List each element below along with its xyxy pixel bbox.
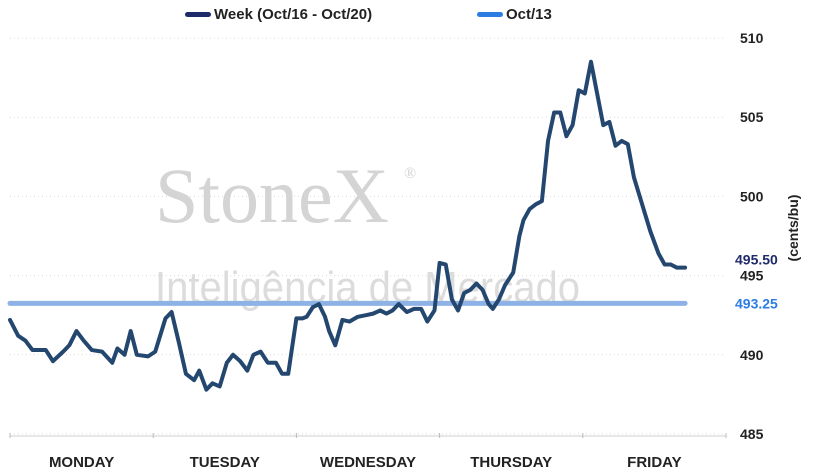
legend-item-oct13: Oct/13 <box>477 6 552 23</box>
end-label-oct13: 493.25 <box>735 295 778 311</box>
legend-label-oct13: Oct/13 <box>506 6 552 23</box>
series-line-week <box>8 59 688 392</box>
y-axis: 485 490 495 500 505 510 <box>740 30 764 442</box>
y-tick-label-485: 485 <box>740 426 764 442</box>
legend-swatch-week <box>185 12 211 17</box>
legend: Week (Oct/16 - Oct/20) Oct/13 <box>0 6 831 28</box>
x-tick-label-wednesday: WEDNESDAY <box>320 454 416 471</box>
y-tick-label-505: 505 <box>740 109 764 125</box>
x-tick-label-thursday: THURSDAY <box>470 454 552 471</box>
y-tick-label-510: 510 <box>740 30 764 46</box>
watermark-brand: StoneX <box>155 152 389 239</box>
end-value-labels: 495.50 493.25 <box>735 252 778 312</box>
y-tick-label-500: 500 <box>740 188 764 204</box>
y-axis-title-text: (cents/bu) <box>785 194 801 262</box>
y-tick-label-495: 495 <box>740 268 764 284</box>
y-tick-label-490: 490 <box>740 347 764 363</box>
x-tick-label-tuesday: TUESDAY <box>190 454 260 471</box>
legend-item-week: Week (Oct/16 - Oct/20) <box>185 6 372 23</box>
x-tick-label-friday: FRIDAY <box>627 454 681 471</box>
legend-swatch-oct13 <box>477 12 503 17</box>
x-tick-label-monday: MONDAY <box>49 454 114 471</box>
watermark: StoneX ® Inteligência de Mercado <box>155 152 580 312</box>
end-label-week: 495.50 <box>735 252 778 268</box>
main-series <box>8 59 688 392</box>
watermark-registered: ® <box>404 165 416 182</box>
gridlines <box>10 37 726 435</box>
legend-label-week: Week (Oct/16 - Oct/20) <box>214 6 373 23</box>
x-axis: MONDAY TUESDAY WEDNESDAY THURSDAY FRIDAY <box>9 433 727 471</box>
